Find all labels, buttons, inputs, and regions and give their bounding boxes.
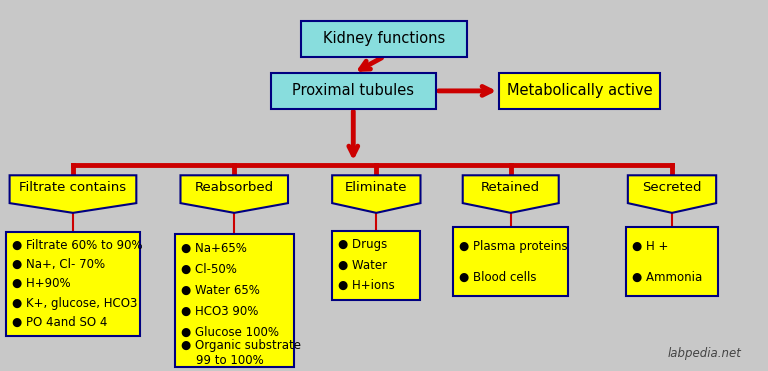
Text: ● Filtrate 60% to 90%: ● Filtrate 60% to 90%: [12, 239, 143, 252]
Text: Proximal tubules: Proximal tubules: [293, 83, 414, 98]
Text: ● Water: ● Water: [338, 259, 387, 272]
Text: ● Plasma proteins: ● Plasma proteins: [459, 240, 568, 253]
Polygon shape: [180, 175, 288, 213]
Text: Eliminate: Eliminate: [345, 181, 408, 194]
FancyBboxPatch shape: [271, 73, 436, 108]
FancyBboxPatch shape: [301, 21, 467, 56]
FancyBboxPatch shape: [6, 232, 140, 336]
Text: Filtrate contains: Filtrate contains: [19, 181, 127, 194]
FancyBboxPatch shape: [174, 234, 293, 367]
Text: Kidney functions: Kidney functions: [323, 32, 445, 46]
FancyBboxPatch shape: [332, 231, 421, 300]
Text: ● HCO3 90%: ● HCO3 90%: [180, 305, 258, 318]
Text: Metabolically active: Metabolically active: [507, 83, 653, 98]
Text: ● Na+65%: ● Na+65%: [180, 242, 247, 255]
Polygon shape: [628, 175, 716, 213]
Text: Reabsorbed: Reabsorbed: [194, 181, 274, 194]
Text: ● H+ions: ● H+ions: [338, 279, 395, 292]
Text: ● Water 65%: ● Water 65%: [180, 283, 260, 296]
FancyBboxPatch shape: [499, 73, 660, 108]
Text: ● K+, glucose, HCO3: ● K+, glucose, HCO3: [12, 296, 137, 310]
Text: Retained: Retained: [482, 181, 540, 194]
Text: ● Drugs: ● Drugs: [338, 238, 388, 252]
Polygon shape: [332, 175, 421, 213]
Text: ● Organic substrate
    99 to 100%: ● Organic substrate 99 to 100%: [180, 339, 301, 367]
FancyBboxPatch shape: [626, 227, 718, 296]
Text: ● Blood cells: ● Blood cells: [459, 270, 537, 283]
Polygon shape: [462, 175, 559, 213]
Text: ● Glucose 100%: ● Glucose 100%: [180, 325, 279, 339]
Text: labpedia.net: labpedia.net: [667, 347, 741, 360]
Text: ● H+90%: ● H+90%: [12, 277, 71, 290]
Text: ● Cl-50%: ● Cl-50%: [180, 262, 237, 276]
Text: Secreted: Secreted: [642, 181, 702, 194]
Text: ● H +: ● H +: [632, 240, 668, 253]
Text: ● PO 4and SO 4: ● PO 4and SO 4: [12, 316, 108, 329]
FancyBboxPatch shape: [453, 227, 568, 296]
Text: ● Ammonia: ● Ammonia: [632, 270, 702, 283]
Polygon shape: [9, 175, 137, 213]
Text: ● Na+, Cl- 70%: ● Na+, Cl- 70%: [12, 258, 105, 271]
